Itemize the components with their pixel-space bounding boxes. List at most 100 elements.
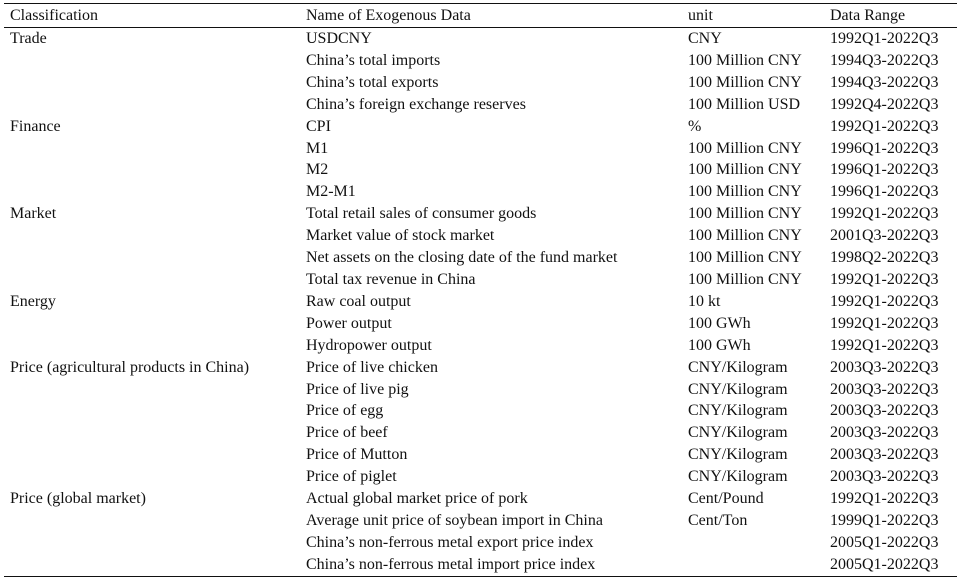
data-range-cell: 1992Q1-2022Q3 — [830, 30, 939, 47]
data-range-cell: 1996Q1-2022Q3 — [830, 183, 939, 201]
unit-cell: 100 GWh — [688, 314, 751, 332]
unit-cell: Cent/Pound — [688, 490, 764, 508]
data-range-cell: 2003Q3-2022Q3 — [830, 424, 939, 442]
data-range-cell: 1994Q3-2022Q3 — [830, 51, 939, 69]
classification-cell — [4, 379, 300, 401]
data-range-cell: 1994Q3-2022Q3 — [830, 73, 939, 91]
table-row: Energy Raw coal output 10 kt 1992Q1-2022Q3 — [4, 291, 957, 313]
classification-cell — [4, 159, 300, 181]
classification-cell: Finance — [10, 117, 61, 135]
name-cell: China’s non-ferrous metal export price i… — [306, 533, 594, 551]
data-range-cell: 1998Q2-2022Q3 — [830, 249, 939, 267]
classification-cell: Market — [10, 205, 57, 223]
unit-cell: 100 Million CNY — [688, 183, 802, 201]
unit-cell: 100 Million CNY — [688, 139, 802, 157]
table-row: M1 100 Million CNY 1996Q1-2022Q3 — [4, 138, 957, 160]
classification-cell — [4, 466, 300, 488]
header-classification: Classification — [10, 7, 98, 24]
classification-cell: Energy — [10, 292, 56, 310]
unit-cell: 100 Million CNY — [688, 161, 802, 179]
table-row: Market value of stock market 100 Million … — [4, 225, 957, 247]
name-cell: Hydropower output — [306, 336, 432, 354]
data-range-cell: 2003Q3-2022Q3 — [830, 402, 939, 420]
classification-cell — [4, 269, 300, 291]
classification-cell — [4, 510, 300, 532]
classification-cell — [4, 50, 300, 72]
name-cell: Price of live pig — [306, 380, 409, 398]
table-row: Hydropower output 100 GWh 1992Q1-2022Q3 — [4, 335, 957, 357]
unit-cell — [682, 532, 824, 554]
unit-cell — [682, 554, 824, 576]
data-range-cell: 2003Q3-2022Q3 — [830, 380, 939, 398]
unit-cell: CNY/Kilogram — [688, 446, 788, 464]
classification-cell: Trade — [10, 30, 47, 47]
name-cell: Net assets on the closing date of the fu… — [306, 249, 618, 267]
name-cell: M2 — [306, 161, 329, 179]
classification-cell — [4, 554, 300, 576]
table-row: China’s total exports 100 Million CNY 1994… — [4, 72, 957, 94]
classification-cell — [4, 444, 300, 466]
classification-cell — [4, 422, 300, 444]
classification-cell — [4, 181, 300, 203]
classification-cell — [4, 335, 300, 357]
unit-cell: 100 Million CNY — [688, 205, 802, 223]
data-range-cell: 2005Q1-2022Q3 — [830, 533, 939, 551]
data-range-cell: 1992Q1-2022Q3 — [830, 270, 939, 288]
name-cell: Total retail sales of consumer goods — [306, 205, 537, 223]
table-body: Trade USDCNY CNY 1992Q1-2022Q3 China’s total… — [4, 28, 957, 577]
name-cell: Price of Mutton — [306, 446, 408, 464]
exogenous-data-table: Classification Name of Exogenous Data un… — [4, 3, 957, 577]
table-row: M2 100 Million CNY 1996Q1-2022Q3 — [4, 159, 957, 181]
name-cell: CPI — [306, 117, 331, 135]
header-row: Classification Name of Exogenous Data un… — [4, 3, 957, 28]
unit-cell: CNY — [688, 30, 722, 47]
unit-cell: 100 Million CNY — [688, 249, 802, 267]
name-cell: Price of piglet — [306, 468, 397, 486]
unit-cell: CNY/Kilogram — [688, 358, 788, 376]
data-range-cell: 1996Q1-2022Q3 — [830, 139, 939, 157]
unit-cell: 100 GWh — [688, 336, 751, 354]
classification-cell: Price (agricultural products in China) — [10, 358, 250, 376]
name-cell: Price of beef — [306, 424, 388, 442]
data-range-cell: 1996Q1-2022Q3 — [830, 161, 939, 179]
unit-cell: 100 Million CNY — [688, 227, 802, 245]
table-row: M2-M1 100 Million CNY 1996Q1-2022Q3 — [4, 181, 957, 203]
unit-cell: 100 Million CNY — [688, 270, 802, 288]
name-cell: M2-M1 — [306, 183, 356, 201]
data-range-cell: 1992Q1-2022Q3 — [830, 205, 939, 223]
data-range-cell: 1992Q1-2022Q3 — [830, 117, 939, 135]
unit-cell: % — [688, 117, 702, 135]
name-cell: Raw coal output — [306, 292, 411, 310]
name-cell: China’s total exports — [306, 73, 439, 91]
table-row: China’s non-ferrous metal export price i… — [4, 532, 957, 554]
data-range-cell: 1992Q1-2022Q3 — [830, 314, 939, 332]
unit-cell: CNY/Kilogram — [688, 468, 788, 486]
header-data-range: Data Range — [830, 7, 906, 24]
name-cell: Actual global market price of pork — [306, 490, 528, 508]
unit-cell: 10 kt — [688, 292, 721, 310]
table-row: Price of live pig CNY/Kilogram 2003Q3-2022… — [4, 379, 957, 401]
table-row: Net assets on the closing date of the fu… — [4, 247, 957, 269]
unit-cell: 100 Million CNY — [688, 73, 802, 91]
classification-cell — [4, 72, 300, 94]
table-row: Price (agricultural products in China) Pr… — [4, 357, 957, 379]
data-range-cell: 1992Q1-2022Q3 — [830, 336, 939, 354]
table-row: Power output 100 GWh 1992Q1-2022Q3 — [4, 313, 957, 335]
table-row: Market Total retail sales of consumer goo… — [4, 203, 957, 225]
classification-cell — [4, 313, 300, 335]
name-cell: China’s total imports — [306, 51, 441, 69]
classification-cell — [4, 138, 300, 160]
name-cell: Price of egg — [306, 402, 384, 420]
table-row: Finance CPI% 1992Q1-2022Q3 — [4, 116, 957, 138]
name-cell: China’s foreign exchange reserves — [306, 95, 526, 113]
data-range-cell: 2003Q3-2022Q3 — [830, 446, 939, 464]
classification-cell — [4, 400, 300, 422]
unit-cell: 100 Million USD — [688, 95, 801, 113]
unit-cell: CNY/Kilogram — [688, 380, 788, 398]
data-range-cell: 2001Q3-2022Q3 — [830, 227, 939, 245]
classification-cell — [4, 247, 300, 269]
header-name: Name of Exogenous Data — [306, 7, 471, 24]
name-cell: Market value of stock market — [306, 227, 495, 245]
table-row: Price of Mutton CNY/Kilogram 2003Q3-2022Q3 — [4, 444, 957, 466]
